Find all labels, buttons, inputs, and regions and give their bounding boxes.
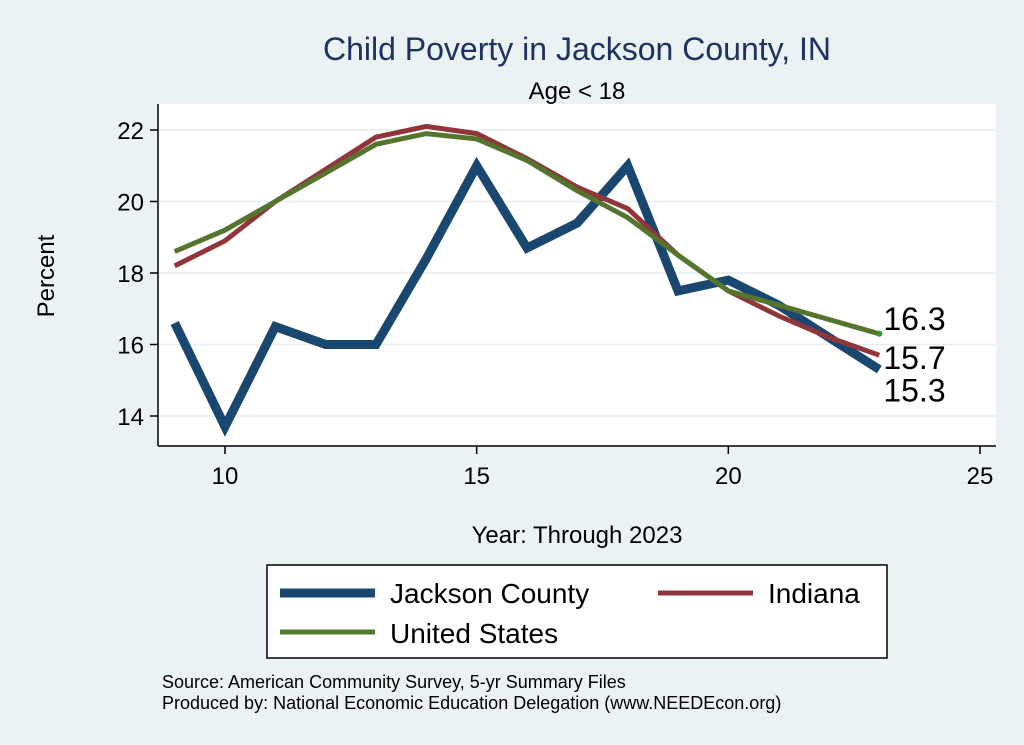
y-tick-label-20: 20 [117,190,144,217]
x-tick-label-25: 25 [967,463,994,490]
end-marker-united-states [876,330,883,337]
end-label-united-states: 16.3 [883,301,945,337]
chart-subtitle: Age < 18 [529,78,626,105]
chart-title: Child Poverty in Jackson County, IN [323,31,831,67]
x-tick-label-20: 20 [715,463,742,490]
end-labels: 15.315.716.3 [883,301,945,409]
x-tick-label-10: 10 [212,463,239,490]
legend-label-united-states: United States [390,618,558,649]
end-label-jackson-county: 15.3 [883,373,945,409]
series-lines [170,123,883,437]
plot-area [158,104,996,446]
legend-label-indiana: Indiana [768,578,860,609]
y-tick-label-22: 22 [117,118,144,145]
x-axis-label: Year: Through 2023 [472,522,683,549]
y-axis-label: Percent [33,234,60,317]
y-tick-label-18: 18 [117,261,144,288]
series-line-united-states [173,131,880,337]
source-line-1: Source: American Community Survey, 5-yr … [162,672,626,692]
legend-label-jackson-county: Jackson County [390,578,589,609]
axes: 14 16 18 20 22 10 15 20 25 [117,104,996,490]
series-line-jackson-county [170,156,882,437]
y-tick-label-14: 14 [117,404,144,431]
y-tick-label-16: 16 [117,333,144,360]
x-tick-label-15: 15 [463,463,490,490]
source-line-2: Produced by: National Economic Education… [162,693,781,713]
legend-box [266,564,888,659]
end-label-indiana: 15.7 [883,340,945,376]
legend: Jackson County Indiana United States [266,564,888,659]
